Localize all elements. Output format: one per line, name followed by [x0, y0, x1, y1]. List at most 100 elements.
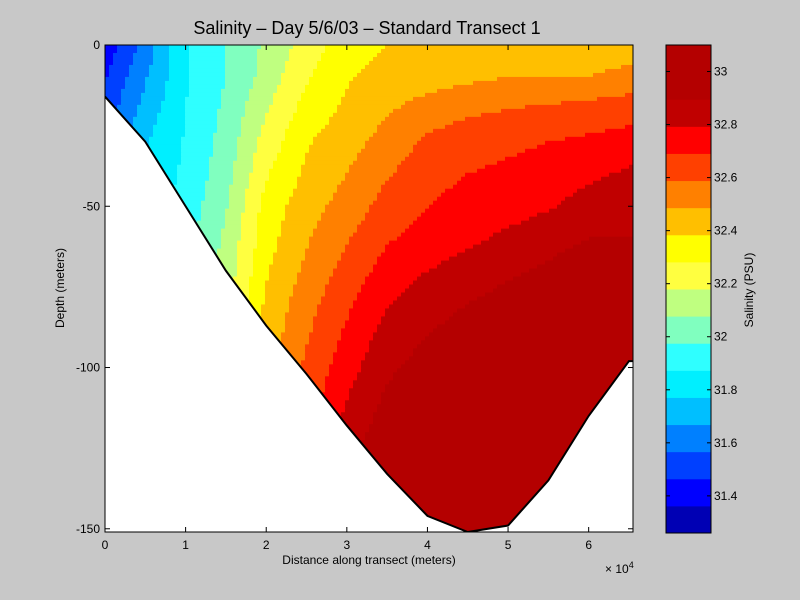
- contour-cell: [125, 84, 146, 90]
- contour-cell: [445, 320, 633, 326]
- contour-cell: [253, 168, 270, 174]
- contour-cell: [221, 92, 250, 98]
- contour-cell: [373, 200, 434, 206]
- contour-cell: [281, 140, 314, 146]
- contour-cell: [385, 116, 466, 122]
- contour-cell: [189, 72, 226, 78]
- contour-cell: [189, 88, 222, 94]
- colorbar-tick-label: 32: [714, 330, 728, 344]
- contour-cell: [301, 368, 330, 373]
- contour-cell: [429, 204, 558, 210]
- contour-cell: [213, 140, 238, 146]
- contour-cell: [337, 348, 370, 353]
- contour-cell: [325, 292, 358, 298]
- contour-cell: [301, 96, 342, 102]
- contour-cell: [289, 308, 318, 314]
- contour-cell: [401, 104, 526, 110]
- contour-cell: [321, 392, 350, 397]
- contour-cell: [289, 120, 330, 126]
- contour-cell: [393, 172, 466, 178]
- contour-cell: [117, 48, 138, 54]
- contour-cell: [233, 176, 250, 182]
- contour-cell: [157, 112, 186, 118]
- contour-cell: [237, 248, 254, 254]
- contour-cell: [261, 320, 286, 326]
- contour-cell: [297, 176, 346, 182]
- colorbar-tick-label: 31.4: [714, 489, 738, 503]
- contour-cell: [145, 88, 166, 94]
- contour-cell: [321, 212, 366, 218]
- contour-cell: [145, 152, 182, 158]
- contour-cell: [197, 236, 222, 242]
- contour-cell: [149, 140, 182, 146]
- contour-cell: [345, 172, 394, 178]
- contour-cell: [401, 232, 494, 238]
- contour-cell: [237, 140, 258, 146]
- contour-cell: [269, 168, 302, 174]
- contour-cell: [273, 252, 306, 258]
- contour-cell: [181, 136, 214, 142]
- contour-cell: [353, 464, 633, 469]
- contour-cell: [133, 56, 154, 62]
- contour-cell: [129, 64, 150, 70]
- contour-cell: [285, 208, 326, 214]
- contour-cell: [325, 45, 386, 50]
- contour-cell: [457, 252, 558, 258]
- contour-cell: [397, 168, 478, 174]
- contour-cell: [189, 64, 226, 70]
- contour-cell: [113, 60, 134, 66]
- contour-cell: [241, 224, 258, 230]
- contour-cell: [325, 204, 370, 210]
- contour-cell: [253, 264, 270, 270]
- contour-cell: [305, 160, 354, 166]
- contour-cell: [289, 124, 326, 130]
- contour-cell: [337, 344, 370, 349]
- contour-cell: [333, 356, 366, 361]
- contour-cell: [313, 316, 350, 322]
- contour-cell: [361, 220, 414, 226]
- x-exponent-power: 4: [629, 560, 634, 570]
- contour-cell: [437, 264, 538, 270]
- contour-cell: [345, 320, 382, 326]
- contour-cell: [597, 96, 633, 102]
- contour-cell: [301, 364, 330, 369]
- y-tick-label: -100: [76, 361, 100, 375]
- contour-cell: [253, 84, 278, 90]
- contour-cell: [237, 260, 254, 266]
- contour-cell: [429, 332, 633, 338]
- contour-cell: [349, 392, 382, 397]
- contour-cell: [625, 92, 633, 98]
- contour-cell: [133, 52, 154, 58]
- contour-cell: [365, 356, 410, 361]
- contour-cell: [305, 352, 334, 357]
- contour-cell: [329, 200, 374, 206]
- contour-cell: [133, 124, 154, 130]
- contour-cell: [129, 72, 150, 78]
- contour-cell: [133, 116, 158, 122]
- contour-cell: [557, 204, 633, 210]
- contour-cell: [301, 268, 334, 274]
- contour-cell: [185, 132, 214, 138]
- contour-cell: [237, 264, 254, 270]
- contour-cell: [301, 260, 338, 266]
- colorbar-swatch: [666, 126, 711, 154]
- contour-cell: [177, 172, 210, 178]
- contour-cell: [453, 312, 633, 318]
- contour-cell: [325, 48, 382, 54]
- contour-cell: [441, 192, 574, 198]
- contour-cell: [405, 156, 506, 162]
- contour-cell: [265, 280, 298, 286]
- contour-cell: [433, 128, 606, 134]
- contour-cell: [377, 196, 438, 202]
- contour-cell: [265, 180, 298, 186]
- contour-cell: [197, 228, 222, 234]
- contour-cell: [421, 136, 566, 142]
- contour-cell: [153, 52, 170, 58]
- contour-cell: [233, 276, 250, 282]
- contour-cell: [345, 88, 438, 94]
- contour-cell: [169, 56, 190, 62]
- contour-cell: [129, 132, 154, 138]
- colorbar-swatch: [666, 316, 711, 344]
- contour-cell: [225, 48, 258, 54]
- contour-cell: [525, 148, 633, 154]
